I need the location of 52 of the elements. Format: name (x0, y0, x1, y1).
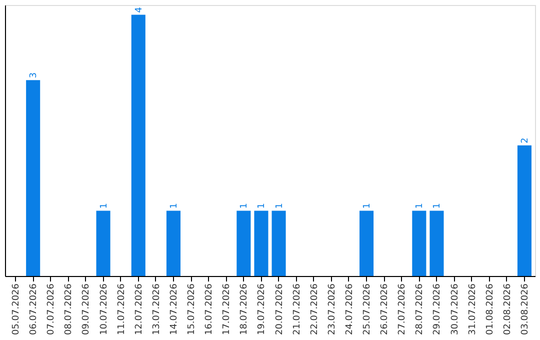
x-tick-label: 31.07.2026 (468, 283, 478, 336)
data-label: 3 (29, 72, 40, 78)
bar (360, 210, 374, 276)
data-label: 4 (134, 6, 144, 13)
x-tick-label: 29.07.2026 (432, 283, 443, 336)
x-tick-label: 07.07.2026 (46, 283, 57, 336)
x-tick-label: 26.07.2026 (380, 283, 390, 336)
data-label: 1 (169, 202, 180, 209)
data-label: 1 (432, 202, 443, 209)
x-tick-label: 25.07.2026 (362, 283, 373, 336)
data-label: 1 (257, 202, 268, 209)
bar (272, 210, 286, 276)
data-label: 1 (415, 202, 426, 209)
bar (430, 210, 444, 276)
bar (26, 80, 40, 276)
x-tick-label: 09.07.2026 (82, 283, 92, 336)
data-label: 1 (240, 202, 250, 209)
data-label: 2 (520, 138, 530, 144)
bar (131, 14, 146, 276)
x-tick-label: 11.07.2026 (116, 283, 127, 336)
x-tick-label: 17.07.2026 (222, 283, 232, 336)
data-label: 1 (274, 202, 285, 209)
x-tick-label: 01.08.2026 (485, 283, 496, 336)
x-tick-label: 28.07.2026 (415, 283, 426, 336)
x-tick-label: 03.08.2026 (520, 283, 530, 336)
bar (517, 145, 532, 276)
bar (96, 210, 110, 276)
x-tick-label: 10.07.2026 (99, 283, 110, 336)
x-tick-label: 06.07.2026 (29, 283, 40, 336)
data-label: 1 (99, 202, 110, 209)
x-tick-label: 27.07.2026 (398, 283, 408, 336)
x-tick-label: 15.07.2026 (187, 283, 198, 336)
x-tick-label: 22.07.2026 (310, 283, 320, 336)
x-tick-label: 16.07.2026 (204, 283, 215, 336)
bar (254, 210, 268, 276)
x-tick-label: 19.07.2026 (257, 283, 268, 336)
bar (236, 210, 251, 276)
x-tick-label: 21.07.2026 (292, 283, 302, 336)
x-tick-label: 12.07.2026 (134, 283, 144, 336)
x-tick-label: 05.07.2026 (12, 283, 22, 336)
x-tick-label: 30.07.2026 (450, 283, 460, 336)
x-tick-label: 18.07.2026 (240, 283, 250, 336)
x-tick-label: 14.07.2026 (169, 283, 180, 336)
x-tick-label: 20.07.2026 (274, 283, 285, 336)
x-tick-label: 23.07.2026 (327, 283, 338, 336)
x-tick-label: 08.07.2026 (64, 283, 74, 336)
bar (166, 210, 180, 276)
x-tick-label: 13.07.2026 (152, 283, 162, 336)
bar (412, 210, 426, 276)
x-tick-label: 02.08.2026 (502, 283, 513, 336)
data-label: 1 (362, 202, 373, 209)
x-tick-label: 24.07.2026 (344, 283, 355, 336)
